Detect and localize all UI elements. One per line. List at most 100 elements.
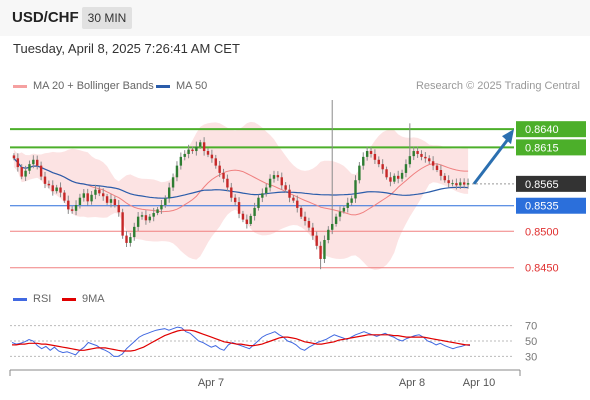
candle — [346, 197, 349, 213]
candle-body — [408, 156, 412, 165]
candle — [105, 193, 109, 205]
candle — [435, 163, 439, 173]
candle-body — [299, 207, 303, 217]
credit-text: Research © 2025 Trading Central — [415, 80, 580, 92]
level-tag-0.8535 — [516, 197, 586, 214]
candle-body — [342, 207, 346, 212]
candle — [268, 174, 272, 192]
candle — [311, 222, 315, 240]
candle — [86, 188, 89, 206]
candle-body — [319, 245, 322, 259]
candle — [412, 146, 415, 161]
candle — [164, 195, 167, 208]
candle-body — [117, 205, 120, 213]
candle-body — [331, 223, 334, 230]
candle — [175, 161, 179, 182]
candle — [183, 150, 186, 161]
candle — [265, 183, 268, 197]
candle — [94, 184, 97, 200]
candle — [381, 159, 384, 174]
candle-body — [152, 213, 155, 217]
candle — [315, 231, 318, 250]
legend-ma20: MA 20 + Bollinger Bands — [13, 80, 154, 92]
candle — [354, 175, 357, 203]
candle-body — [102, 193, 105, 197]
candle-body — [334, 216, 338, 224]
candle — [74, 200, 78, 216]
candle-body — [160, 205, 163, 210]
candle-body — [292, 197, 295, 201]
candle-body — [400, 172, 404, 179]
candle — [288, 184, 291, 203]
bollinger-band — [13, 121, 469, 270]
candle-body — [233, 197, 237, 203]
candle-body — [230, 187, 233, 198]
candle-body — [350, 198, 353, 203]
candle — [47, 180, 51, 189]
candle — [396, 170, 400, 184]
candle — [404, 159, 408, 178]
x-tick-label: Apr 8 — [399, 377, 425, 389]
candle-body — [105, 196, 109, 203]
candle — [331, 100, 334, 235]
candle-body — [167, 187, 171, 199]
candle-body — [20, 167, 23, 177]
candle-body — [125, 235, 128, 243]
candle — [113, 196, 117, 208]
candle-body — [393, 175, 396, 182]
candle-body — [129, 237, 132, 243]
candle — [451, 179, 454, 187]
candle-body — [202, 142, 206, 152]
candle — [226, 174, 229, 192]
candle — [179, 152, 183, 170]
candle — [152, 207, 155, 222]
candle-body — [311, 227, 315, 236]
candle — [51, 180, 54, 196]
symbol-title: USD/CHF — [12, 9, 79, 26]
candle-body — [67, 200, 70, 210]
candle — [222, 168, 225, 183]
candle — [24, 165, 27, 181]
candle-body — [113, 199, 117, 205]
candle-body — [191, 149, 194, 152]
timeframe-button[interactable]: 30 MIN — [82, 7, 132, 29]
candle-body — [51, 185, 54, 192]
candle-body — [268, 178, 272, 188]
candle — [350, 195, 353, 206]
candle-body — [272, 175, 276, 179]
candle-body — [199, 142, 202, 147]
candle-body — [346, 202, 349, 208]
candle-body — [428, 158, 431, 162]
candle-body — [455, 183, 458, 186]
candle — [296, 195, 299, 213]
candle-body — [404, 164, 408, 173]
ma9-label: 9MA — [82, 293, 105, 305]
candle — [466, 178, 470, 189]
candle — [144, 210, 148, 225]
candle-body — [144, 215, 148, 221]
candle — [280, 172, 283, 190]
candle-body — [280, 177, 283, 186]
candle-body — [214, 158, 217, 166]
candle-body — [55, 187, 58, 192]
candle — [377, 156, 380, 168]
candle-body — [439, 170, 443, 176]
timestamp: Tuesday, April 8, 2025 7:26:41 AM CET — [13, 41, 240, 56]
candle — [338, 206, 342, 222]
candle — [136, 212, 140, 232]
candle-body — [385, 169, 388, 178]
candle-body — [226, 178, 229, 188]
candle — [455, 178, 458, 190]
candle-body — [459, 182, 462, 186]
candle-body — [462, 182, 466, 185]
candle-body — [435, 165, 439, 170]
projection-arrow — [472, 138, 510, 185]
candle-body — [156, 209, 159, 214]
candle — [420, 150, 423, 161]
candle — [102, 188, 105, 201]
level-label-0.8450: 0.8450 — [525, 263, 559, 275]
candle-body — [36, 159, 39, 166]
ma50-swatch — [156, 84, 170, 88]
candle — [459, 178, 462, 190]
candle-body — [164, 198, 167, 205]
